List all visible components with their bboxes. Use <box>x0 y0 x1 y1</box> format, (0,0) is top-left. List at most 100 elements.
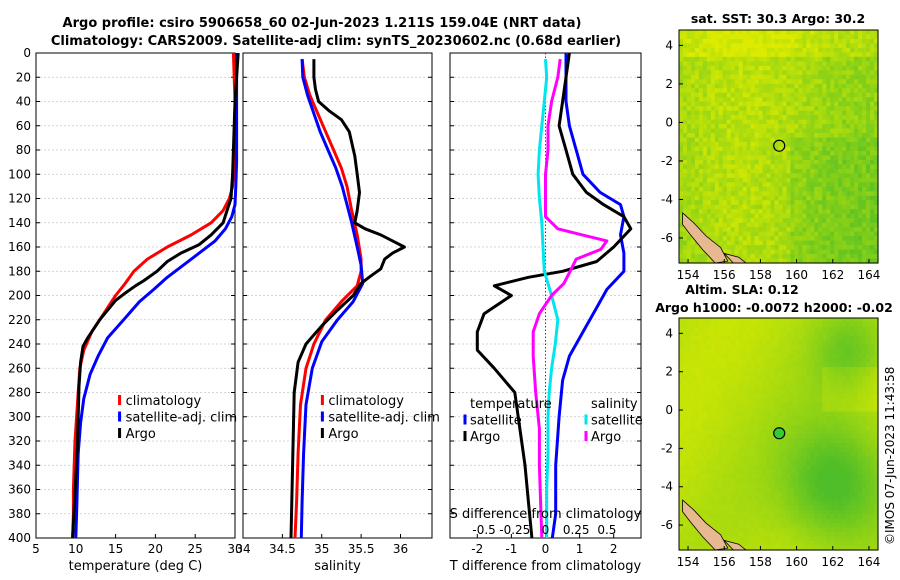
map-cell <box>750 331 756 337</box>
map-cell <box>754 164 760 170</box>
map-cell <box>830 456 835 462</box>
map-cell <box>758 420 764 426</box>
map-cell <box>774 191 780 197</box>
map-cell <box>866 106 871 112</box>
map-cell <box>834 442 839 448</box>
map-cell <box>750 88 756 94</box>
map-cell <box>842 434 847 440</box>
map-cell <box>682 245 688 251</box>
map-cell <box>754 38 760 45</box>
map-cell <box>810 416 815 422</box>
map-cell <box>706 434 712 440</box>
map-cell <box>794 398 799 404</box>
map-cell <box>806 74 811 80</box>
map-cell <box>706 398 712 404</box>
map-cell <box>854 483 859 489</box>
map-cell <box>726 451 732 457</box>
map-cell <box>874 79 879 85</box>
map-cell <box>846 318 851 324</box>
map-cell <box>786 137 792 143</box>
map-cell <box>766 133 772 139</box>
map-cell <box>718 213 724 219</box>
map-cell <box>762 173 768 179</box>
map-cell <box>806 97 811 103</box>
map-cell <box>734 146 740 152</box>
map-cell <box>730 416 736 422</box>
y-tick-label: 320 <box>8 434 31 448</box>
map-cell <box>758 43 764 49</box>
map-cell <box>690 83 696 89</box>
map-cell <box>822 407 827 413</box>
map-cell <box>850 447 855 453</box>
map-cell <box>850 227 855 233</box>
map-cell <box>874 209 879 215</box>
map-cell <box>750 326 756 332</box>
map-cell <box>830 429 835 435</box>
map-cell <box>762 380 768 386</box>
map-cell <box>826 483 831 489</box>
map-cell <box>738 398 744 404</box>
map-cell <box>818 128 823 134</box>
map-cell <box>710 416 716 422</box>
map-cell <box>770 451 776 457</box>
map-cell <box>794 487 799 493</box>
map-cell <box>758 61 764 67</box>
map-cell <box>818 191 823 197</box>
y-tick-label: 360 <box>8 483 31 497</box>
map-cell <box>726 74 732 80</box>
map-cell <box>710 492 716 498</box>
map-cell <box>766 318 772 324</box>
map-cell <box>726 496 732 502</box>
map-cell <box>746 97 752 103</box>
map-cell <box>730 164 736 170</box>
map-cell <box>686 500 692 506</box>
map-cell <box>806 92 811 98</box>
map-cell <box>734 483 740 489</box>
map-cell <box>702 182 708 188</box>
map-cell <box>766 146 772 152</box>
map-cell <box>858 65 863 71</box>
map-cell <box>822 376 827 382</box>
map-cell <box>726 43 732 49</box>
map-cell <box>798 213 803 219</box>
map-cell <box>794 389 799 395</box>
map-cell <box>702 164 708 170</box>
map-cell <box>782 469 788 475</box>
map-cell <box>858 393 863 399</box>
map-cell <box>854 146 859 152</box>
map-cell <box>726 34 732 40</box>
map-cell <box>782 43 788 49</box>
map-cell <box>722 115 728 121</box>
map-cell <box>798 474 803 480</box>
map-cell <box>686 318 692 324</box>
map-cell <box>842 70 847 76</box>
map-x-tick-label: 162 <box>821 268 844 282</box>
map-cell <box>714 376 720 382</box>
map-cell <box>822 335 827 341</box>
map-cell <box>710 322 716 328</box>
map-cell <box>802 442 807 448</box>
map-cell <box>690 213 696 219</box>
map-cell <box>838 195 843 201</box>
map-cell <box>814 200 819 206</box>
map-cell <box>754 492 760 498</box>
map-cell <box>790 384 796 390</box>
map-cell <box>682 101 688 107</box>
map-cell <box>738 204 744 210</box>
map-cell <box>738 97 744 103</box>
map-cell <box>738 380 744 386</box>
map-cell <box>722 496 728 502</box>
map-cell <box>866 469 871 475</box>
map-cell <box>846 496 851 502</box>
map-cell <box>814 43 819 49</box>
map-cell <box>762 186 768 192</box>
map-cell <box>770 353 776 359</box>
map-cell <box>850 349 855 355</box>
map-cell <box>754 402 760 408</box>
map-cell <box>766 376 772 382</box>
map-cell <box>710 349 716 355</box>
map-cell <box>810 231 815 237</box>
map-cell <box>858 474 863 480</box>
map-cell <box>766 159 772 166</box>
map-cell <box>782 340 788 346</box>
